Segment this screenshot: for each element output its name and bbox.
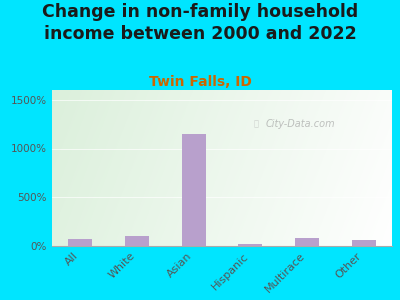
Bar: [182, 134, 206, 246]
Bar: [68, 239, 92, 246]
Bar: [238, 244, 262, 246]
Bar: [125, 236, 149, 246]
Text: Change in non-family household
income between 2000 and 2022: Change in non-family household income be…: [42, 3, 358, 43]
Bar: [352, 240, 376, 246]
Text: Twin Falls, ID: Twin Falls, ID: [148, 75, 252, 89]
Text: City-Data.com: City-Data.com: [265, 119, 335, 129]
Bar: [295, 238, 319, 246]
Text: 📊: 📊: [254, 120, 258, 129]
